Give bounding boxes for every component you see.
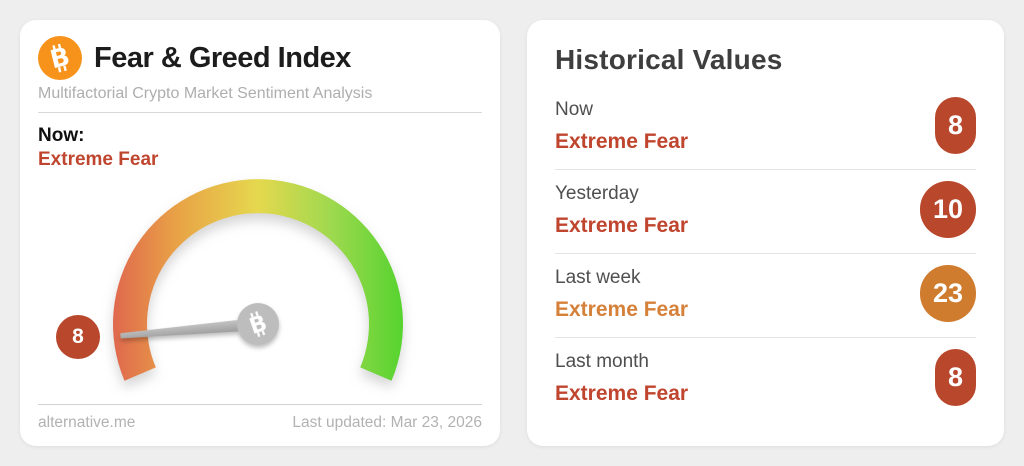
history-row-last-month: Last month Extreme Fear 8: [555, 338, 976, 421]
history-row-label: Last week: [555, 267, 641, 288]
current-sentiment: Now: Extreme Fear: [38, 124, 482, 172]
now-label: Now:: [38, 125, 85, 146]
history-title: Historical Values: [555, 44, 783, 75]
history-row-last-week: Last week Extreme Fear 23: [555, 254, 976, 338]
history-rows: Now Extreme Fear 8 Yesterday Extreme Fea…: [555, 86, 976, 421]
history-row-label: Last month: [555, 351, 649, 372]
history-row-value: Extreme Fear: [555, 130, 689, 153]
gauge-card-header: B Fear & Greed Index: [38, 36, 482, 80]
last-updated-text: Last updated: Mar 23, 2026: [292, 414, 482, 431]
history-row-label: Yesterday: [555, 183, 639, 204]
footer-divider: [38, 404, 482, 405]
gauge-chart: B 8: [40, 174, 480, 405]
historical-values-card: Historical Values Now Extreme Fear 8 Yes…: [527, 20, 1004, 446]
hub-bitcoin-icon: B: [246, 310, 270, 339]
gauge-arc: [112, 178, 404, 381]
history-row-now: Now Extreme Fear 8: [555, 86, 976, 170]
history-score-badge: 8: [934, 97, 976, 154]
history-row-yesterday: Yesterday Extreme Fear 10: [555, 170, 976, 254]
source-link[interactable]: alternative.me: [38, 414, 136, 431]
gauge-card-subtitle: Multifactorial Crypto Market Sentiment A…: [38, 85, 373, 102]
now-value: Extreme Fear: [38, 148, 159, 170]
history-row-value: Extreme Fear: [555, 382, 689, 405]
history-score-badge: 10: [919, 181, 976, 238]
gauge-value-badge: 8: [56, 314, 100, 359]
gauge-card-title: Fear & Greed Index: [94, 41, 351, 74]
gauge-arc-svg: B: [112, 178, 404, 381]
history-row-value: Extreme Fear: [555, 214, 689, 237]
history-row-label: Now: [555, 99, 594, 120]
gauge-needle: [120, 316, 263, 338]
gauge-card-footer: alternative.me Last updated: Mar 23, 202…: [38, 404, 482, 432]
gauge-hub: [237, 302, 279, 345]
gauge-needle-group: B: [120, 302, 279, 345]
history-score-badge: 23: [919, 265, 976, 322]
header-divider: [38, 112, 482, 113]
bitcoin-icon: B: [38, 36, 82, 80]
history-row-value: Extreme Fear: [555, 298, 689, 321]
history-score-badge: 8: [934, 349, 976, 406]
fear-greed-card: B Fear & Greed Index Multifactorial Cryp…: [20, 20, 500, 446]
